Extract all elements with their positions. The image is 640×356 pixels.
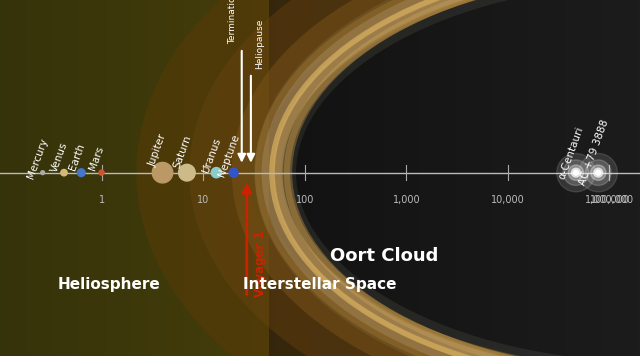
Ellipse shape (586, 160, 611, 185)
Text: 10,000: 10,000 (491, 195, 525, 205)
Text: Voyager 1: Voyager 1 (255, 231, 268, 297)
Ellipse shape (229, 168, 238, 177)
Text: Neptune: Neptune (216, 133, 241, 178)
Ellipse shape (573, 170, 579, 175)
Text: 100: 100 (296, 195, 314, 205)
Ellipse shape (596, 170, 601, 175)
Text: Venus: Venus (49, 141, 69, 174)
Ellipse shape (179, 164, 195, 181)
Ellipse shape (563, 160, 589, 185)
Ellipse shape (211, 168, 221, 178)
Text: 10: 10 (197, 195, 209, 205)
Ellipse shape (594, 168, 603, 177)
Text: 1,000: 1,000 (392, 195, 420, 205)
Text: Oort Cloud: Oort Cloud (330, 247, 438, 265)
Text: Interstellar Space: Interstellar Space (243, 277, 397, 292)
Ellipse shape (61, 169, 67, 176)
Text: AC +79 3888: AC +79 3888 (577, 118, 610, 187)
Ellipse shape (572, 168, 580, 177)
Text: Mars: Mars (88, 144, 106, 171)
Ellipse shape (579, 153, 618, 192)
Ellipse shape (99, 170, 104, 175)
Text: 1: 1 (99, 195, 104, 205)
Text: Uranus: Uranus (200, 136, 223, 174)
Text: 1,000,000: 1,000,000 (585, 195, 634, 205)
Ellipse shape (591, 165, 606, 180)
Text: Termination Shock: Termination Shock (228, 0, 237, 44)
Text: Jupiter: Jupiter (147, 132, 168, 168)
Ellipse shape (41, 171, 45, 174)
Ellipse shape (557, 153, 595, 192)
Ellipse shape (568, 165, 584, 180)
Text: Mercury: Mercury (26, 137, 50, 180)
Text: Saturn: Saturn (172, 134, 193, 170)
Text: Earth: Earth (67, 142, 86, 171)
Ellipse shape (152, 162, 173, 183)
Text: 100,000: 100,000 (589, 195, 629, 205)
Text: Heliopause: Heliopause (255, 19, 264, 69)
Ellipse shape (77, 169, 85, 177)
Text: α-Centauri: α-Centauri (557, 125, 586, 180)
Text: Heliosphere: Heliosphere (58, 277, 160, 292)
